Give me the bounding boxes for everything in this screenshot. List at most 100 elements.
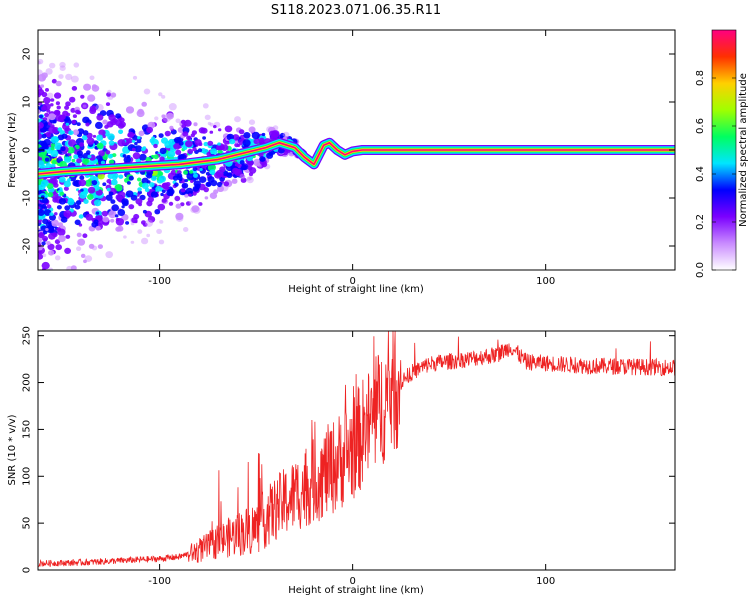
snr-axes: -100 0 100 0 50 100 150 200 250 [22,326,675,587]
spectral-point [38,88,45,96]
spectral-point [131,217,138,224]
spectral-point [209,122,214,127]
spectral-point [68,130,74,136]
spectral-point [183,227,189,232]
spectral-point [73,154,79,160]
spectral-point [253,138,260,145]
spectral-point [209,130,214,134]
spectral-point [185,187,194,195]
colorbar-tick-label: 0.0 [695,262,706,278]
spectral-point [57,222,64,228]
spectral-point [221,144,229,152]
spectral-point [183,170,188,175]
spectral-point [51,163,56,168]
spectral-point [161,198,167,203]
spectral-point [110,218,115,223]
spectral-point [54,255,61,261]
spectral-point [178,178,183,182]
spectral-point [181,182,189,189]
spectral-point [242,139,251,147]
spectral-point [218,128,222,132]
spectral-point [102,119,108,125]
spectral-point [115,226,122,232]
spectral-point [182,131,189,137]
spectral-point [45,221,52,228]
spectral-point [246,176,254,184]
spectral-point [234,169,241,175]
spectral-point [194,139,202,146]
spectral-point [206,182,212,187]
spectral-point [191,205,200,213]
spectral-point [147,196,154,203]
spectral-point [64,156,72,163]
spectral-point [65,122,70,126]
spectral-point [80,188,84,192]
spectral-point [268,151,273,156]
spectral-point [67,146,75,154]
spectral-point [139,153,147,161]
spectral-point [45,163,52,169]
spectral-point [104,124,109,129]
spectral-point [119,121,126,128]
spectral-point [85,122,90,127]
spectral-point [110,92,117,98]
spectral-point [100,160,106,165]
spectral-point [59,160,67,168]
spectral-point [138,130,145,137]
spectral-point [52,181,57,186]
spectral-point [45,228,49,231]
spectral-point [259,140,264,144]
colorbar-tick-label: 0.6 [695,118,706,134]
spectral-point [83,259,87,264]
spectral-point [239,160,245,165]
spectral-point [59,191,65,196]
spectral-point [253,158,262,167]
spectral-point [166,112,174,120]
y-tick-label: -10 [22,190,33,206]
spectral-point [261,132,266,137]
spectral-point [40,179,49,187]
spectral-point [95,211,100,215]
spectral-point [177,173,183,179]
spectral-point [115,217,120,222]
spectral-point [58,74,64,79]
spectral-point [61,133,68,139]
spectral-point [141,147,146,152]
spectral-point [76,150,83,156]
y-tick-label: 200 [22,373,33,392]
spectral-point [167,150,176,158]
spectral-point [121,198,129,206]
x-tick-label: 100 [536,276,555,287]
spectral-point [216,181,223,188]
spectral-point [83,199,89,204]
spectral-point [37,274,42,278]
spectral-point [149,182,155,188]
spectral-point [44,112,49,118]
colorbar-tick-label: 0.2 [695,214,706,230]
spectral-point [173,142,181,150]
spectral-point [55,101,61,106]
figure-title: S118.2023.071.06.35.R11 [271,3,441,18]
spectral-point [204,196,209,200]
spectral-point [46,226,55,234]
snr-frame [37,330,676,571]
spectral-point [117,209,126,216]
spectral-point [146,233,151,238]
spectral-point [158,175,166,183]
spectral-point [199,168,203,171]
spectral-point [153,154,159,160]
snr-plot-area [38,331,675,567]
spectral-point [45,277,53,284]
spectral-point [204,114,211,121]
spectral-point [54,212,58,216]
spectral-point [234,142,240,148]
spectral-point [98,129,106,137]
spectral-point [52,119,57,124]
spectral-point [192,191,197,196]
spectral-point [239,173,246,180]
spectral-point [71,86,78,91]
spectral-point [207,140,214,146]
spectral-point [71,75,79,83]
spectral-point [39,232,44,237]
